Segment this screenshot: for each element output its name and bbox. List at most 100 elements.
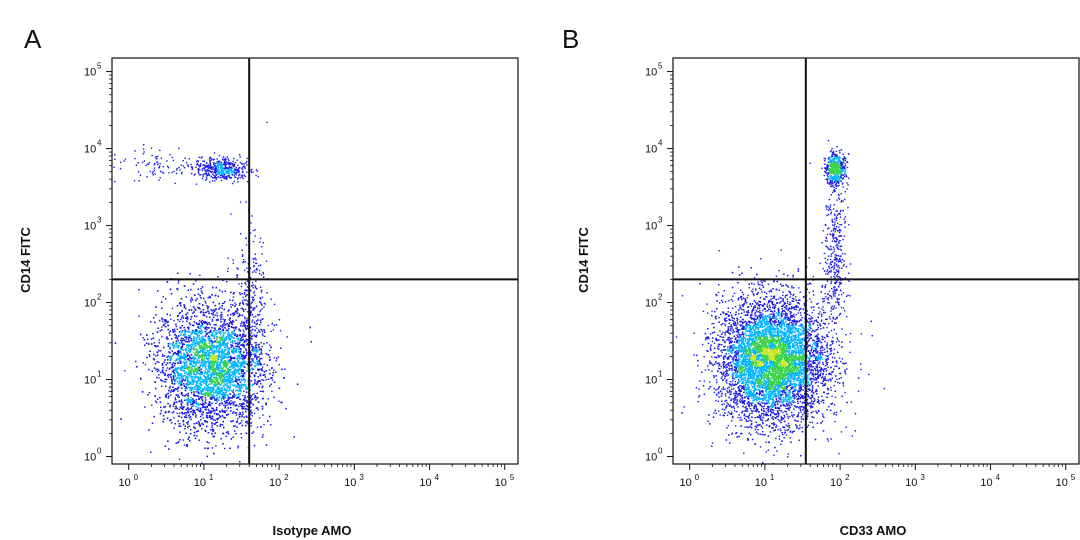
panel-a-event-dot xyxy=(154,321,156,324)
panel-a-event-dot xyxy=(211,426,213,428)
panel-a-event-dot xyxy=(204,341,206,343)
panel-a-event-dot xyxy=(203,373,205,375)
panel-a-event-dot xyxy=(201,286,204,288)
panel-a-event-dot xyxy=(207,408,210,411)
panel-a-event-dot xyxy=(142,337,144,339)
panel-a-event-dot xyxy=(167,376,170,378)
panel-a-event-dot xyxy=(173,319,175,322)
panel-a-event-dot xyxy=(246,396,249,398)
panel-a-event-dot xyxy=(235,414,238,416)
panel-a-event-dot xyxy=(200,364,203,367)
panel-a-event-dot xyxy=(189,388,191,390)
panel-a-event-dot xyxy=(229,447,231,449)
panel-a-event-dot xyxy=(278,363,281,366)
panel-a-event-dot xyxy=(202,423,204,426)
panel-a-event-dot xyxy=(231,384,233,386)
panel-a-event-dot xyxy=(194,377,196,379)
panel-a-event-dot xyxy=(195,371,197,373)
panel-a-event-dot xyxy=(190,399,192,401)
panel-a-event-dot xyxy=(263,306,265,308)
panel-a-event-dot xyxy=(174,351,176,354)
panel-a-event-dot xyxy=(206,324,208,326)
panel-a-event-dot xyxy=(189,433,192,435)
panel-a-event-dot xyxy=(233,366,236,368)
panel-a-event-dot xyxy=(211,318,214,321)
panel-a-event-dot xyxy=(239,293,241,296)
panel-a-event-dot xyxy=(188,366,191,368)
panel-a-event-dot xyxy=(261,436,264,438)
panel-a-event-dot xyxy=(196,435,198,437)
panel-a-event-dot xyxy=(239,398,242,401)
panel-a-event-dot xyxy=(124,370,126,372)
panel-a-event-dot xyxy=(236,342,238,345)
panel-a-event-dot xyxy=(190,380,192,383)
panel-a-event-dot xyxy=(209,378,211,380)
panel-a-event-dot xyxy=(281,401,283,404)
panel-a-event-dot xyxy=(214,329,216,331)
panel-a-event-dot xyxy=(190,299,192,301)
panel-a-event-dot xyxy=(277,356,280,358)
panel-a-event-dot xyxy=(238,379,240,381)
panel-a-event-dot xyxy=(202,335,204,338)
panel-a-event-dot xyxy=(179,412,181,414)
panel-a-event-dot xyxy=(203,403,206,405)
panel-a-event-dot xyxy=(211,320,214,322)
panel-a-event-dot xyxy=(202,414,204,416)
panel-a-event-dot xyxy=(186,387,188,390)
panel-a-event-dot xyxy=(197,332,199,334)
panel-a-event-dot xyxy=(166,367,169,369)
panel-a-event-dot xyxy=(164,405,167,408)
panel-a-event-dot xyxy=(218,404,221,407)
panel-a-event-dot xyxy=(158,339,160,341)
panel-a-event-dot xyxy=(172,366,174,369)
panel-a-event-dot xyxy=(232,436,234,438)
panel-a-event-dot xyxy=(242,370,244,372)
panel-a-event-dot xyxy=(190,297,193,299)
panel-a-event-dot xyxy=(252,351,255,353)
panel-a-event-dot xyxy=(196,430,198,433)
panel-a-event-dot xyxy=(208,442,210,444)
panel-a-event-dot xyxy=(195,401,197,403)
panel-a-event-dot xyxy=(210,375,212,377)
panel-a-event-dot xyxy=(156,401,158,404)
panel-a-event-dot xyxy=(209,296,212,299)
panel-a-event-dot xyxy=(202,396,204,398)
panel-a-event-dot xyxy=(184,349,187,352)
panel-a-event-dot xyxy=(193,378,195,380)
panel-a-event-dot xyxy=(257,314,260,316)
panel-a-event-dot xyxy=(228,403,230,405)
panel-a-event-dot xyxy=(182,439,184,441)
panel-a-event-dot xyxy=(273,381,276,383)
panel-a-event-dot xyxy=(147,394,149,396)
panel-a-event-dot xyxy=(180,341,183,343)
panel-a-event-dot xyxy=(164,322,166,325)
panel-a-event-dot xyxy=(219,359,222,361)
panel-a-event-dot xyxy=(226,388,228,391)
panel-a-event-dot xyxy=(205,349,207,351)
panel-a-event-dot xyxy=(195,388,197,390)
panel-a-event-dot xyxy=(261,390,263,393)
panel-a-event-dot xyxy=(170,389,173,391)
panel-a-event-dot xyxy=(201,413,203,415)
panel-a-event-dot xyxy=(219,306,221,309)
panel-a-event-dot xyxy=(219,315,221,317)
panel-a-event-dot xyxy=(251,335,254,337)
panel-a-event-dot xyxy=(162,296,164,298)
panel-a-event-dot xyxy=(150,451,152,453)
panel-a-event-dot xyxy=(260,341,262,344)
panel-a-event-dot xyxy=(181,315,184,317)
panel-a-event-dot xyxy=(279,330,282,332)
panel-a-event-dot xyxy=(210,398,213,400)
panel-a-event-dot xyxy=(211,369,214,371)
panel-a-event-dot xyxy=(205,360,207,363)
panel-a-event-dot xyxy=(234,328,237,330)
panel-a-event-dot xyxy=(210,416,212,418)
panel-a-event-dot xyxy=(151,404,153,406)
panel-a-event-dot xyxy=(149,355,151,357)
panel-a-event-dot xyxy=(181,316,183,319)
panel-a-event-dot xyxy=(169,367,171,369)
panel-a-event-dot xyxy=(259,324,261,326)
panel-a-event-dot xyxy=(204,311,206,314)
panel-a-event-dot xyxy=(184,305,186,307)
panel-a-event-dot xyxy=(229,396,231,399)
